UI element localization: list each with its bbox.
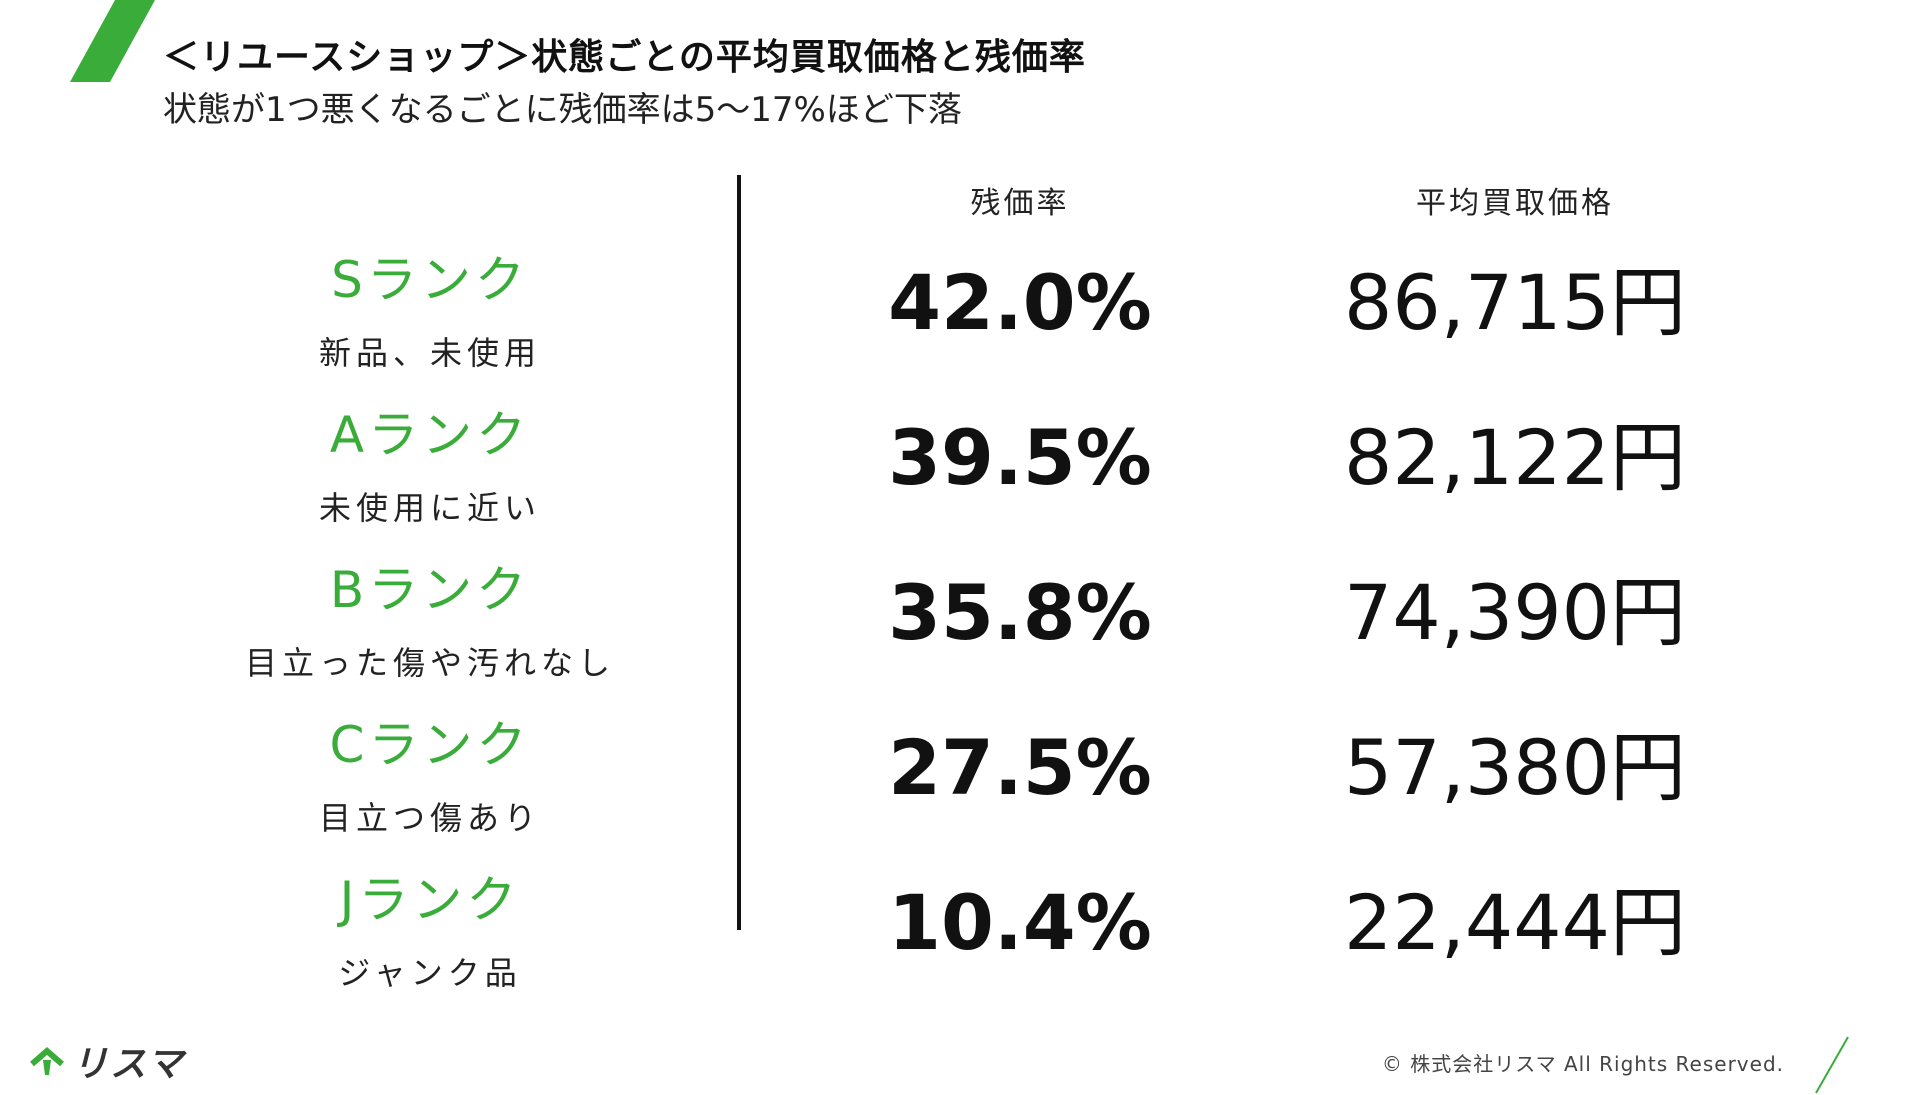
price-value-s: 86,715円	[1344, 258, 1686, 347]
rank-description: 未使用に近い	[318, 489, 541, 527]
company-logo: リスマ	[28, 1035, 185, 1087]
rank-description: ジャンク品	[338, 954, 522, 992]
rate-value-b: 35.8%	[888, 568, 1152, 657]
logo-arrow-icon	[30, 1047, 64, 1075]
logo-text: リスマ	[72, 1044, 185, 1085]
rank-name: Bランク	[329, 561, 531, 619]
rank-label-s: Sランク 新品、未使用	[180, 250, 680, 374]
column-header-price: 平均買取価格	[1416, 186, 1614, 221]
corner-slash-decoration	[1815, 1036, 1849, 1094]
rate-value-s: 42.0%	[888, 258, 1152, 347]
rank-name: Cランク	[329, 716, 531, 774]
page-title: ＜リユースショップ＞状態ごとの平均買取価格と残価率	[163, 37, 1086, 78]
price-value-a: 82,122円	[1344, 413, 1686, 502]
page-subtitle: 状態が1つ悪くなるごとに残価率は5〜17%ほど下落	[163, 90, 962, 130]
accent-slash-decoration	[70, 0, 155, 82]
rank-description: 目立った傷や汚れなし	[244, 644, 615, 682]
price-value-b: 74,390円	[1344, 568, 1686, 657]
rate-value-c: 27.5%	[888, 723, 1152, 812]
rank-label-j: Jランク ジャンク品	[180, 870, 680, 994]
rank-name: Aランク	[329, 406, 531, 464]
price-value-j: 22,444円	[1344, 878, 1686, 967]
column-header-rate: 残価率	[970, 186, 1070, 221]
copyright-notice: © 株式会社リスマ All Rights Reserved.	[1381, 1052, 1784, 1076]
rank-label-b: Bランク 目立った傷や汚れなし	[180, 560, 680, 684]
rank-name: Jランク	[339, 871, 521, 929]
rank-label-a: Aランク 未使用に近い	[180, 405, 680, 529]
rank-description: 目立つ傷あり	[318, 799, 541, 837]
rank-name: Sランク	[331, 251, 529, 309]
rank-description: 新品、未使用	[318, 334, 541, 372]
rate-value-a: 39.5%	[888, 413, 1152, 502]
vertical-divider	[737, 175, 741, 930]
rank-label-c: Cランク 目立つ傷あり	[180, 715, 680, 839]
rate-value-j: 10.4%	[888, 878, 1152, 967]
price-value-c: 57,380円	[1344, 723, 1686, 812]
